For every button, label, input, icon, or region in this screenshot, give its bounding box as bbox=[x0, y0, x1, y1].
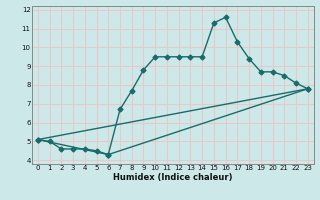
X-axis label: Humidex (Indice chaleur): Humidex (Indice chaleur) bbox=[113, 173, 233, 182]
